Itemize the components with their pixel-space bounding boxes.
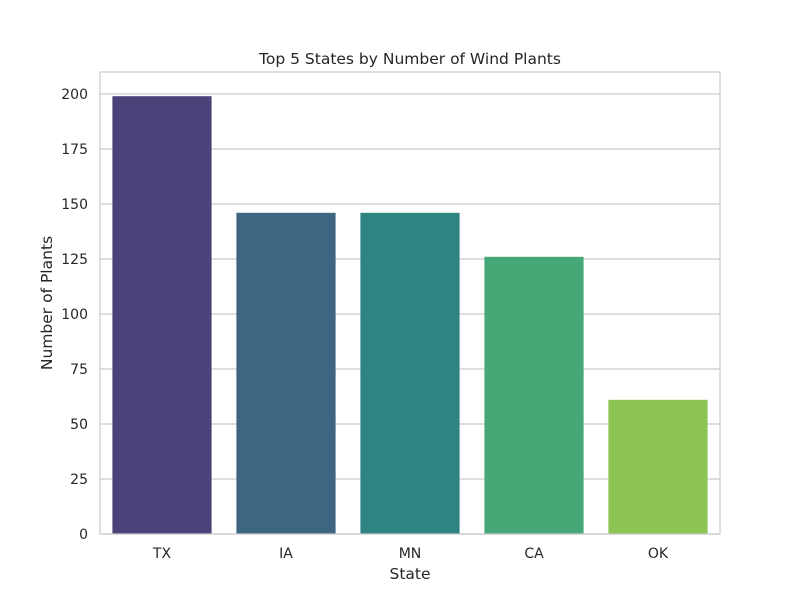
y-tick-label: 125 — [61, 252, 88, 268]
x-tick-label: OK — [648, 546, 669, 562]
y-tick-labels: 0 25 50 75 100 125 150 175 200 — [61, 87, 88, 543]
y-tick-label: 50 — [70, 417, 88, 433]
bars — [112, 96, 708, 535]
y-tick-label: 175 — [61, 142, 88, 158]
y-tick-label: 200 — [61, 87, 88, 103]
bar-mn — [360, 212, 460, 535]
y-tick-label: 100 — [61, 307, 88, 323]
x-axis-label: State — [389, 565, 430, 583]
x-tick-labels: TX IA MN CA OK — [152, 546, 669, 562]
bar-ok — [608, 399, 708, 534]
y-tick-label: 150 — [61, 197, 88, 213]
y-tick-label: 75 — [70, 362, 88, 378]
bar-tx — [112, 96, 212, 534]
bar-ca — [484, 256, 584, 534]
chart-title: Top 5 States by Number of Wind Plants — [258, 50, 561, 68]
y-axis-label: Number of Plants — [38, 236, 56, 370]
x-tick-label: TX — [152, 546, 172, 562]
y-tick-label: 25 — [70, 472, 88, 488]
bar-ia — [236, 212, 336, 535]
x-tick-label: MN — [399, 546, 422, 562]
x-tick-label: CA — [524, 546, 544, 562]
plot-frame — [99, 71, 721, 535]
x-tick-label: IA — [279, 546, 293, 562]
y-tick-label: 0 — [79, 527, 88, 543]
